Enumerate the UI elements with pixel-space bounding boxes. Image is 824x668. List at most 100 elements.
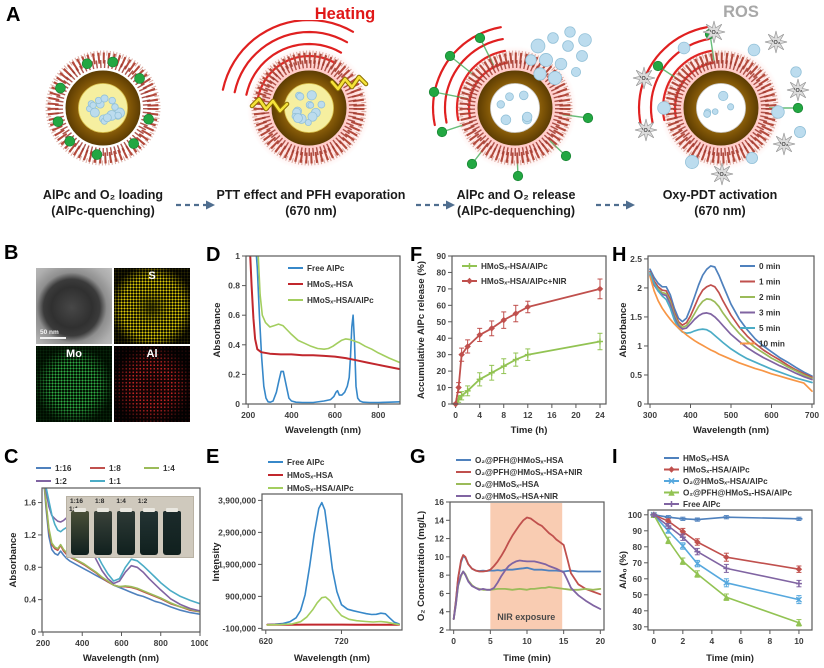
- x-tick-label: 400: [75, 638, 89, 648]
- series-line: [454, 340, 601, 404]
- aluminium-map: Al: [114, 346, 190, 422]
- y-tick-label: 1.6: [24, 498, 36, 508]
- y-axis-label: Intensity: [211, 542, 222, 582]
- oxygen-bubble: [519, 90, 529, 101]
- legend-label: O₂@PFH@HMoSₓ-HSA: [475, 456, 564, 465]
- oxygen-bubble: [307, 111, 318, 122]
- marker: [668, 489, 675, 496]
- marker: [795, 619, 803, 626]
- protein-corona: [459, 52, 571, 164]
- x-tick-label: 800: [154, 638, 168, 648]
- series-line: [45, 488, 200, 605]
- stage-caption-1-line2: (AlPc-quenching): [51, 203, 155, 218]
- x-tick-label: 8: [501, 410, 506, 420]
- series-line: [44, 488, 200, 612]
- y-tick-label: 30: [633, 622, 643, 632]
- y-tick-label: 0.4: [228, 340, 240, 350]
- released-oxygen-bubble: [790, 66, 802, 78]
- legend-label: 1:1: [109, 477, 121, 486]
- oxygen-bubble: [306, 90, 317, 101]
- panel-label-f: F: [410, 244, 423, 266]
- y-tick-label: 100: [628, 510, 642, 520]
- y-tick-label: 14: [435, 515, 445, 525]
- released-alpc-molecule: [582, 112, 594, 124]
- ros-label: ROS: [723, 3, 759, 21]
- series-line: [452, 516, 602, 620]
- alpc-molecule: [81, 58, 93, 70]
- marker: [679, 542, 686, 550]
- released-oxygen-bubble: [576, 50, 588, 62]
- marker: [476, 331, 483, 339]
- y-tick-label: 0.4: [24, 595, 36, 605]
- marker: [466, 277, 473, 285]
- released-alpc-molecule: [652, 60, 664, 72]
- y-tick-label: 4: [439, 607, 444, 617]
- sulfur-map: S: [114, 268, 190, 344]
- y-tick-label: 0.2: [228, 369, 240, 379]
- alpc-molecule: [128, 138, 140, 149]
- oxygen-bubble: [111, 103, 119, 111]
- pfh-core: [490, 83, 540, 133]
- x-tick-label: 15: [559, 636, 569, 646]
- y-tick-label: 1.2: [24, 530, 36, 540]
- plot-area: [246, 256, 400, 404]
- legend-label: O₂@HMoSₓ-HSA+NIR: [475, 492, 558, 501]
- x-tick-label: 400: [284, 410, 298, 420]
- series-line: [454, 288, 601, 404]
- released-oxygen-bubble: [539, 53, 553, 67]
- oxygen-bubble: [102, 113, 112, 123]
- legend-label: Free AlPc: [287, 458, 325, 467]
- x-tick-label: 8: [768, 636, 773, 646]
- x-tick-label: 10: [522, 636, 532, 646]
- legend-label: 5 min: [759, 324, 780, 333]
- pfh-core: [78, 83, 128, 133]
- x-tick-label: 4: [709, 636, 714, 646]
- region-label: NIR exposure: [497, 612, 555, 622]
- released-oxygen-bubble: [525, 54, 537, 66]
- series-line: [649, 273, 813, 380]
- series-line: [43, 488, 200, 615]
- released-oxygen-bubble: [657, 101, 671, 115]
- nir-arc: [221, 20, 355, 91]
- released-alpc-molecule: [792, 102, 804, 114]
- x-axis-label: Wavelength (nm): [693, 425, 769, 436]
- y-tick-label: 40: [633, 606, 643, 616]
- released-oxygen-bubble: [548, 71, 562, 85]
- x-axis-label: Time (min): [706, 653, 754, 664]
- y-tick-label: 1.5: [630, 312, 642, 322]
- marker: [694, 560, 701, 567]
- plot-frame: [261, 493, 403, 631]
- legend-label: O₂@PFH@HMoSₓ-HSA+NIR: [475, 468, 583, 477]
- y-tick-label: 80: [633, 542, 643, 552]
- y-axis-label: Accumulative AlPc release (%): [416, 261, 427, 399]
- legend-label: 1:2: [55, 477, 67, 486]
- stage-caption-2: PTT effect and PFH evaporation (670 nm): [196, 188, 426, 219]
- y-tick-label: 70: [437, 284, 447, 294]
- alpc-molecule: [134, 73, 145, 84]
- marker: [665, 527, 672, 534]
- y-tick-label: 0.8: [228, 281, 240, 291]
- released-oxygen-bubble: [564, 26, 576, 38]
- cuvette: [94, 508, 112, 555]
- oxygen-bubble: [711, 108, 719, 115]
- y-axis-label: Absorbance: [212, 303, 223, 358]
- series-line: [452, 559, 602, 620]
- nanoparticle-stage-3: [428, 26, 594, 182]
- chart-alpc-release: 0 4 8 12 16 20 24 0 10 20 30 40 50 60 70 80 90 Time (h) Ac…: [414, 246, 614, 443]
- marker: [665, 537, 672, 544]
- oxygen-bubble: [718, 90, 729, 102]
- legend-label: 1:4: [163, 464, 175, 473]
- pfh-core: [696, 83, 746, 133]
- legend-label: Free AlPc: [307, 264, 345, 273]
- y-tick-label: 2.5: [630, 254, 642, 264]
- x-tick-label: 700: [805, 410, 819, 420]
- marker: [524, 303, 531, 311]
- y-tick-label: 0: [235, 399, 240, 409]
- y-tick-label: 0: [441, 399, 446, 409]
- legend-label: HMoSₓ-HSA: [683, 454, 729, 463]
- chart-h-svg: 300 400 500 600 700 0 0.5 1 1.5 2 2.5 Wavelength (n…: [618, 254, 819, 436]
- y-tick-label: 1: [637, 341, 642, 351]
- alpc-molecule: [52, 116, 64, 127]
- y-axis-label: A/A₀ (%): [618, 551, 629, 589]
- molybdenum-map-label: Mo: [66, 348, 82, 360]
